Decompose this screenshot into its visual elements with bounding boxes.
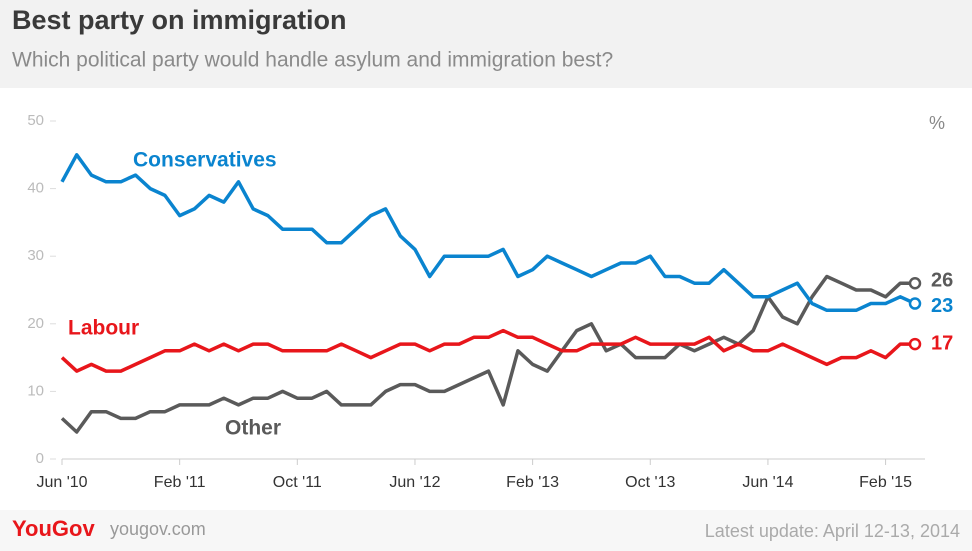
x-tick-label: Jun '10 (36, 474, 87, 491)
y-tick-label: 30 (27, 247, 44, 264)
series-label: Labour (68, 317, 139, 340)
x-tick-label: Feb '13 (506, 474, 559, 491)
chart-title: Best party on immigration (12, 5, 347, 35)
end-label: 26 (931, 270, 953, 292)
website: yougov.com (110, 519, 206, 539)
x-tick-label: Oct '13 (625, 474, 675, 491)
y-tick-label: 50 (27, 112, 44, 129)
y-tick-label: 40 (27, 180, 44, 197)
y-tick-label: 20 (27, 315, 44, 332)
end-label: 17 (931, 332, 953, 354)
footer-bg (0, 510, 972, 551)
end-marker (908, 297, 922, 310)
series-line (60, 153, 916, 313)
end-marker (908, 276, 922, 290)
x-tick-label: Oct '11 (273, 474, 322, 491)
x-tick-label: Feb '11 (154, 474, 206, 491)
chart-subtitle: Which political party would handle asylu… (12, 49, 613, 72)
footnote: Latest update: April 12-13, 2014 (705, 521, 960, 541)
end-label: 23 (931, 295, 953, 317)
y-tick-label: 10 (27, 382, 44, 399)
y-tick-label: 0 (36, 450, 44, 467)
y-unit: % (929, 113, 945, 133)
series-line (60, 274, 915, 434)
x-tick-label: Jun '14 (742, 474, 793, 491)
series-label: Conservatives (133, 149, 277, 172)
x-tick-label: Feb '15 (859, 474, 912, 491)
series-label: Other (225, 417, 281, 440)
end-marker (908, 337, 922, 351)
brand: YouGov (12, 516, 95, 541)
series-line (60, 328, 915, 373)
x-tick-label: Jun '12 (389, 474, 440, 491)
header-bg (0, 0, 972, 88)
